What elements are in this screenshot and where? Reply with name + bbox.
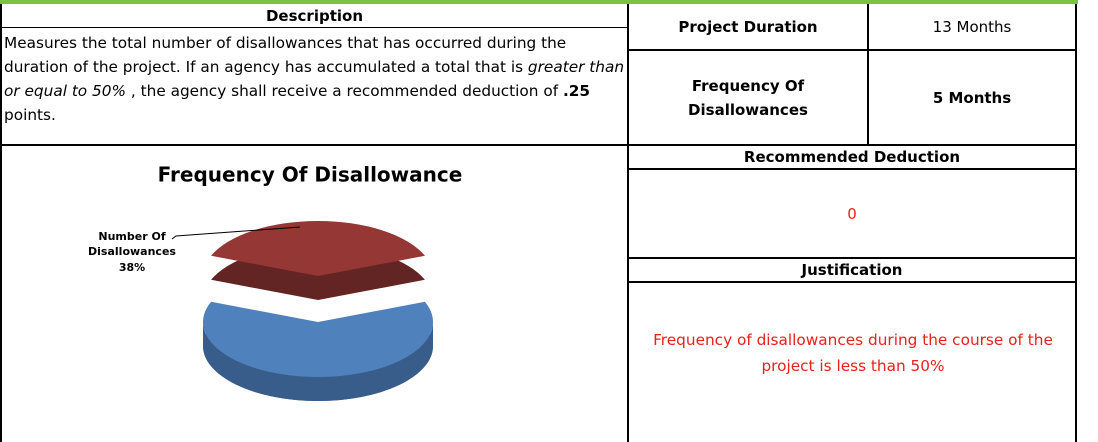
- italic-text: greater than or equal to 50%: [4, 58, 625, 100]
- pie-slice-wall: [203, 322, 433, 401]
- description-header: Description: [265, 6, 364, 25]
- header-cell: Justification: [801, 261, 903, 279]
- border: [0, 4, 2, 442]
- justification-text: Frequency of disallowances during the co…: [653, 331, 1053, 375]
- value-cell: 13 Months: [932, 17, 1012, 36]
- border: [0, 144, 1077, 146]
- text: Measures the total number of disallowanc…: [4, 34, 567, 76]
- pie-slice: [211, 220, 425, 276]
- value-cell: 0: [847, 204, 857, 223]
- value-cell: 5 Months: [932, 88, 1012, 107]
- text: points.: [4, 106, 56, 124]
- pie-slice: [203, 301, 433, 377]
- border: [628, 49, 1076, 51]
- header-cell: Recommended Deduction: [743, 148, 961, 166]
- slice-value-label: 38%: [118, 261, 146, 274]
- border: [867, 4, 869, 146]
- slice-label: Number Of Disallowances: [88, 230, 176, 258]
- description-text: Measures the total number of disallowanc…: [4, 31, 624, 127]
- border: [628, 281, 1076, 283]
- text: , the agency shall receive a recommended…: [126, 82, 563, 100]
- chart: Frequency Of Disallowance: [158, 163, 463, 401]
- border: [627, 4, 629, 442]
- border: [1075, 4, 1077, 442]
- label-cell: Project Duration: [678, 17, 818, 36]
- leader-line: [171, 226, 301, 240]
- chart-title: Frequency Of Disallowance: [158, 163, 463, 187]
- top-bar: [0, 0, 1078, 4]
- border: [628, 257, 1076, 259]
- border: [0, 27, 628, 28]
- bold-text: .25: [562, 82, 591, 100]
- border: [628, 168, 1076, 170]
- label-cell: Frequency Of Disallowances: [688, 76, 808, 119]
